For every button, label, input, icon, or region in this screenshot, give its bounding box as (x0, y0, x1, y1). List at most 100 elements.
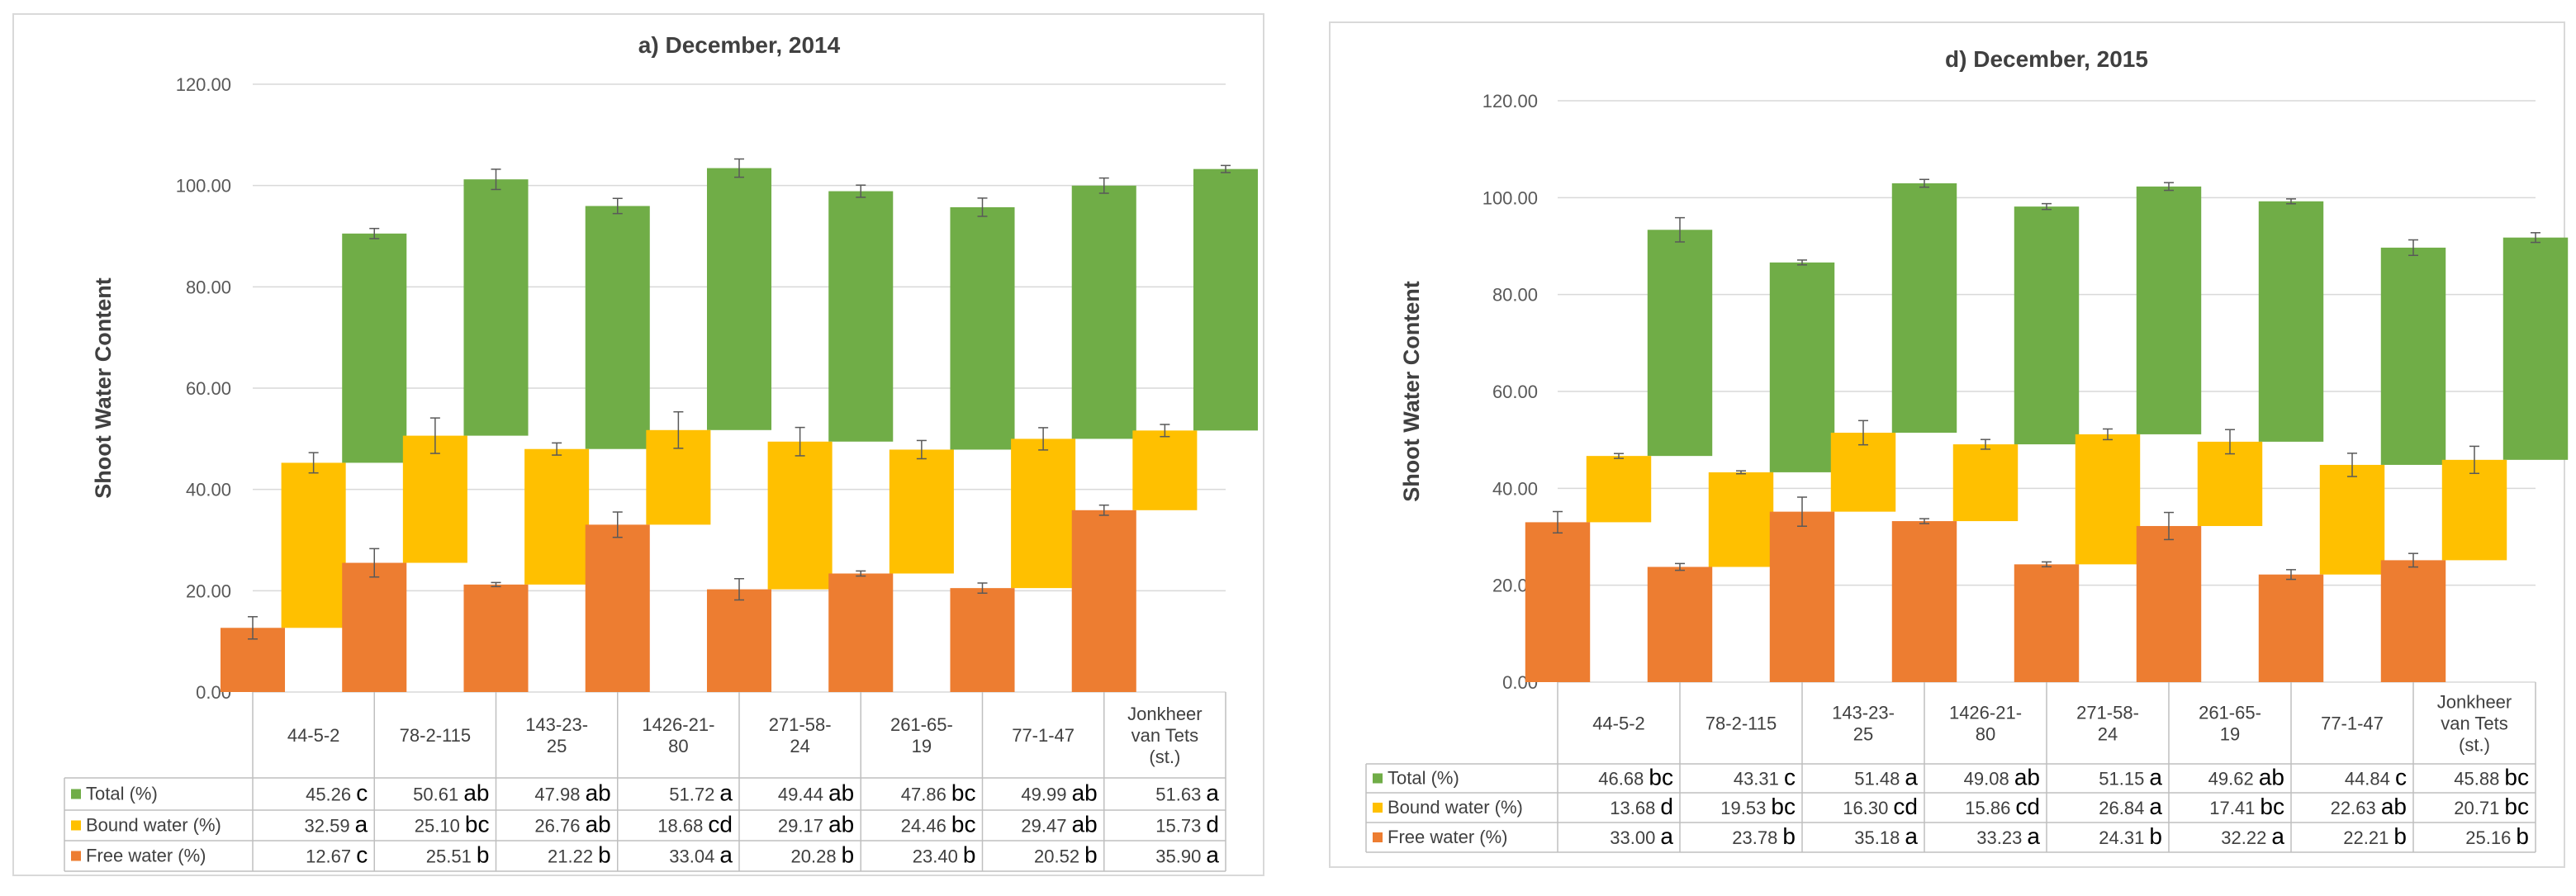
legend-key (1373, 803, 1383, 813)
table-value: 25.16 (2465, 827, 2516, 848)
bar-free-water (828, 573, 894, 692)
table-value: 51.15 (2099, 769, 2149, 789)
table-cell: 51.48 a (1854, 765, 1918, 790)
table-cell: 15.73 d (1155, 812, 1219, 837)
significance-letter: ab (828, 812, 854, 837)
table-value: 25.10 (415, 816, 465, 837)
table-value: 46.68 (1598, 769, 1649, 789)
bar-bound-water (281, 462, 346, 628)
y-tick-label: 120.00 (176, 74, 231, 95)
significance-letter: bc (1649, 765, 1673, 790)
table-value: 47.98 (534, 785, 585, 805)
table-cell: 13.68 d (1610, 794, 1673, 819)
table-cell: 12.67 c (306, 842, 368, 868)
table-value: 24.31 (2099, 827, 2149, 848)
table-cell: 32.22 a (2221, 823, 2284, 849)
chart-title: d) December, 2015 (1945, 46, 2148, 72)
bar-free-water (1071, 510, 1136, 692)
table-cell: 47.86 bc (901, 780, 976, 806)
x-tick-label: 78-2-115 (1705, 713, 1777, 734)
bar-bound-water (1708, 472, 1774, 567)
table-value: 18.68 (657, 816, 708, 837)
table-value: 16.30 (1843, 798, 1893, 818)
bar-total (2502, 237, 2569, 460)
table-cell: 29.17 ab (778, 812, 854, 837)
table-value: 20.52 (1034, 846, 1084, 867)
x-tick-label: 1426-21- (642, 714, 714, 735)
table-value: 25.51 (426, 846, 477, 867)
bar-free-water (585, 524, 650, 692)
table-cell: 20.71 bc (2454, 794, 2529, 819)
bar-bound-water (889, 449, 954, 574)
table-value: 45.26 (306, 785, 356, 805)
bar-free-water (1769, 511, 1835, 682)
x-tick-label: 78-2-115 (400, 725, 471, 746)
x-tick-label: 77-1-47 (1012, 725, 1075, 746)
bar-total (2380, 247, 2446, 465)
bar-total (1769, 262, 1835, 472)
significance-letter: ab (2014, 765, 2040, 790)
x-tick-label: 44-5-2 (287, 725, 340, 746)
x-tick-label: 25 (1853, 724, 1873, 745)
table-value: 50.61 (413, 785, 463, 805)
bar-total (2136, 186, 2202, 434)
significance-letter: a (1206, 842, 1219, 868)
table-value: 43.31 (1734, 769, 1784, 789)
table-cell: 17.41 bc (2209, 794, 2284, 819)
table-cell: 23.40 b (913, 842, 976, 868)
bar-free-water (950, 588, 1015, 692)
y-tick-label: 40.00 (186, 480, 231, 500)
x-tick-label: 24 (790, 736, 809, 756)
x-tick-label: 261-65- (890, 714, 953, 735)
legend-label: Free water (%) (86, 846, 206, 866)
table-value: 33.23 (1976, 827, 2027, 848)
table-value: 26.84 (2099, 798, 2149, 818)
table-value: 49.62 (2208, 769, 2259, 789)
significance-letter: cd (708, 812, 733, 837)
bar-free-water (1525, 522, 1591, 682)
x-tick-label: 271-58- (2076, 703, 2139, 723)
x-tick-label: van Tets (2441, 713, 2508, 734)
table-cell: 46.68 bc (1598, 765, 1673, 790)
table-value: 15.73 (1155, 816, 1206, 837)
table-value: 47.86 (901, 785, 951, 805)
significance-letter: b (2516, 823, 2529, 849)
significance-letter: ab (463, 780, 489, 806)
chart-frame (1329, 21, 2565, 868)
significance-letter: c (356, 842, 368, 868)
significance-letter: ab (2381, 794, 2407, 819)
significance-letter: b (598, 842, 611, 868)
y-axis-label: Shoot Water Content (1399, 281, 1424, 501)
table-value: 23.78 (1732, 827, 1782, 848)
y-tick-label: 60.00 (186, 378, 231, 399)
significance-letter: bc (465, 812, 490, 837)
significance-letter: a (355, 812, 368, 837)
table-value: 49.08 (1964, 769, 2014, 789)
table-cell: 22.63 ab (2331, 794, 2407, 819)
table-cell: 51.15 a (2099, 765, 2162, 790)
legend-label: Total (%) (86, 784, 158, 804)
significance-letter: bc (2260, 794, 2284, 819)
bar-total (1647, 230, 1713, 457)
table-cell: 43.31 c (1734, 765, 1796, 790)
significance-letter: a (2149, 794, 2162, 819)
x-tick-label: 19 (2220, 724, 2240, 745)
table-cell: 51.63 a (1155, 780, 1219, 806)
significance-letter: d (1660, 794, 1673, 819)
bar-free-water (2014, 564, 2080, 682)
table-value: 45.88 (2454, 769, 2504, 789)
table-cell: 45.88 bc (2454, 765, 2529, 790)
table-cell: 20.52 b (1034, 842, 1098, 868)
significance-letter: bc (951, 780, 976, 806)
bar-total (463, 179, 529, 436)
table-cell: 33.23 a (1976, 823, 2040, 849)
bar-total (706, 168, 772, 430)
y-tick-label: 20.00 (186, 581, 231, 601)
bar-bound-water (1132, 430, 1198, 510)
bar-free-water (2380, 560, 2446, 682)
table-cell: 23.78 b (1732, 823, 1796, 849)
table-cell: 33.00 a (1610, 823, 1673, 849)
table-cell: 21.22 b (548, 842, 611, 868)
x-tick-label: 77-1-47 (2321, 713, 2384, 734)
